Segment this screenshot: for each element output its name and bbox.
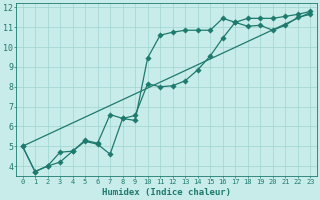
X-axis label: Humidex (Indice chaleur): Humidex (Indice chaleur) bbox=[102, 188, 231, 197]
